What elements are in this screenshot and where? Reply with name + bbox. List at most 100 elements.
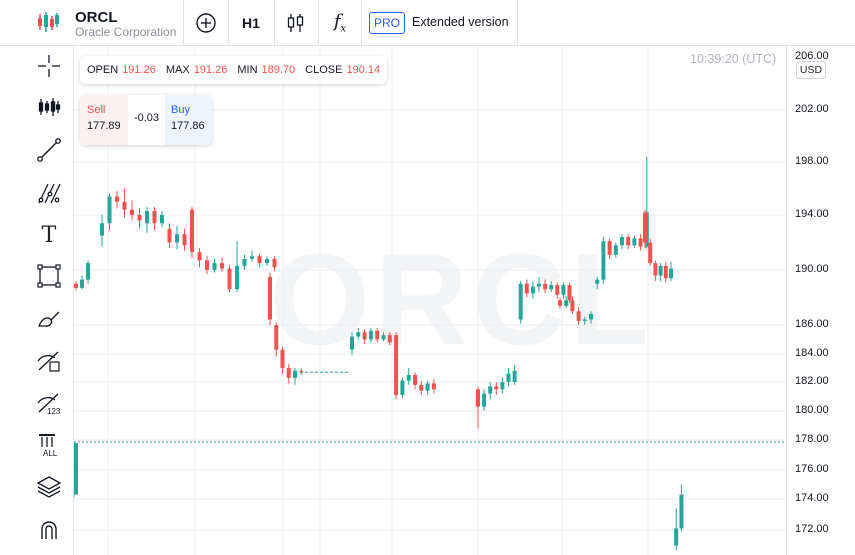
rectangle-tool[interactable] <box>33 260 65 292</box>
sell-price: 177.89 <box>87 120 121 132</box>
candle-body <box>576 311 581 321</box>
candle-body <box>137 215 142 221</box>
candle-body <box>400 380 405 396</box>
candle-body <box>643 212 647 243</box>
candle-body <box>80 279 85 288</box>
indicators-button[interactable]: 𝑓x <box>326 8 354 38</box>
bars-icon <box>38 98 61 116</box>
candle-body <box>582 319 587 321</box>
pitchfork-tool[interactable] <box>33 177 65 209</box>
candle-body <box>381 335 386 340</box>
price-tick-label: 182.00 <box>795 375 829 387</box>
toolbar-divider <box>517 0 518 46</box>
hide-drawings-tool[interactable] <box>33 345 65 377</box>
candle-body <box>632 238 637 246</box>
price-tick-label: 190.00 <box>795 263 829 275</box>
drawing-tools-sidebar: T 123 ALL <box>0 46 74 555</box>
candle-body <box>74 483 78 489</box>
price-axis[interactable]: 206.00 USD 202.00 198.00 194.00 190.00 186.0… <box>786 46 855 555</box>
crosshair-tool[interactable] <box>33 50 65 82</box>
candle-body <box>494 386 499 390</box>
timeframe-button[interactable]: H1 <box>242 15 260 31</box>
buy-label: Buy <box>171 104 190 116</box>
candle-body <box>356 332 361 337</box>
symbol-watermark: ORCL <box>269 226 654 372</box>
candle-body <box>115 196 119 202</box>
symbol-ticker[interactable]: ORCL <box>75 9 118 26</box>
candle-body <box>250 256 254 259</box>
sell-button[interactable]: Sell 177.89 <box>80 95 128 145</box>
candle-body <box>648 242 653 264</box>
candle-body <box>543 283 548 290</box>
candle-body <box>190 209 194 253</box>
toolbar-divider <box>183 0 184 46</box>
brush-tool[interactable] <box>33 303 65 335</box>
layers-tool[interactable] <box>33 471 65 503</box>
candle-body <box>350 336 354 350</box>
candle-body <box>669 268 673 279</box>
candle-body <box>368 330 373 340</box>
toolbar-divider <box>274 0 275 46</box>
pitchfork-icon <box>38 183 61 204</box>
candle-body <box>626 237 631 246</box>
candle-body <box>555 285 560 295</box>
candle-body <box>394 335 399 396</box>
pro-badge[interactable]: PRO <box>369 12 406 34</box>
rectangle-icon <box>37 264 61 288</box>
candle-body <box>406 375 411 381</box>
candle-body <box>558 300 562 306</box>
candle-body <box>567 285 572 301</box>
min-value: 189.70 <box>261 64 296 76</box>
toolbar-divider <box>361 0 362 46</box>
hide-indicators-tool[interactable]: 123 <box>33 387 65 419</box>
candle-body <box>286 368 291 378</box>
candle-body <box>482 393 487 407</box>
candle-body <box>272 259 277 268</box>
currency-selector[interactable]: USD <box>796 61 826 79</box>
price-tick-label: 186.00 <box>795 318 829 330</box>
hide-indicators-text: 123 <box>47 407 61 416</box>
candle-body <box>613 245 618 255</box>
candle-body <box>265 259 269 264</box>
price-tick-label: 194.00 <box>795 208 829 220</box>
candle-body <box>220 263 224 269</box>
bars-tool[interactable] <box>33 91 65 123</box>
trade-panel: Sell 177.89 -0.03 Buy 177.86 <box>80 95 212 145</box>
price-chart[interactable]: ORCL <box>74 46 786 555</box>
candlestick-chart <box>74 46 786 555</box>
extended-version-link[interactable]: Extended version <box>412 15 509 29</box>
candle-body <box>387 335 392 343</box>
compare-button[interactable] <box>192 8 220 38</box>
candle-body <box>100 223 104 236</box>
candle-body <box>524 283 529 294</box>
candle-body <box>167 228 172 243</box>
open-label: OPEN <box>87 64 119 76</box>
candle-body <box>620 237 624 246</box>
buy-button[interactable]: Buy 177.86 <box>165 95 212 145</box>
brush-icon <box>38 311 60 327</box>
candle-body <box>431 383 436 390</box>
remove-all-tool[interactable]: ALL <box>33 429 65 461</box>
price-tick-label: 180.00 <box>795 404 829 416</box>
candle-body <box>160 215 164 224</box>
add-compare-icon <box>196 13 216 33</box>
indicators-fx-icon: 𝑓x <box>333 11 347 35</box>
candle-body <box>512 370 517 382</box>
candle-body <box>235 265 239 290</box>
candle-body <box>658 265 663 276</box>
candle-body <box>561 285 566 295</box>
remove-all-icon: ALL <box>39 434 58 458</box>
hide-drawings-icon <box>37 351 60 372</box>
text-tool[interactable]: T <box>33 219 65 251</box>
candle-body <box>589 314 593 320</box>
candle-body <box>663 265 668 279</box>
candle-body <box>107 196 112 224</box>
magnet-tool[interactable] <box>33 514 65 546</box>
chart-type-button[interactable] <box>282 8 310 38</box>
close-value: 190.14 <box>346 64 381 76</box>
trend-line-tool[interactable] <box>33 134 65 166</box>
candle-body <box>570 300 575 312</box>
candle-body <box>257 256 262 264</box>
top-toolbar: ORCL Oracle Corporation H1 𝑓x PRO Extend… <box>0 0 855 46</box>
toolbar-divider <box>228 0 229 46</box>
